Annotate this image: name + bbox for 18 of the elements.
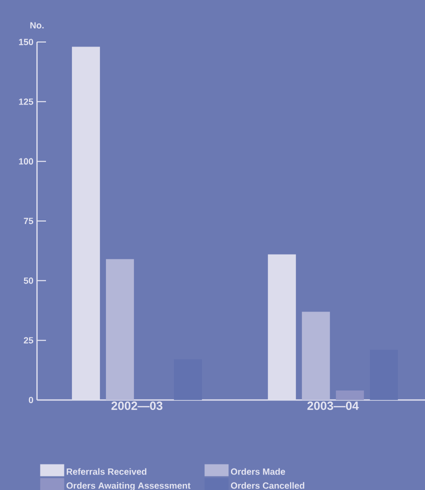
x-tick-label: 2002—03 xyxy=(111,402,162,410)
y-tick-label: 0 xyxy=(28,396,34,404)
x-tick-label: 2003—04 xyxy=(307,402,359,410)
y-tick-label: 25 xyxy=(24,337,34,344)
bar xyxy=(370,350,398,400)
y-tick-label: 125 xyxy=(19,98,34,105)
bar xyxy=(336,390,364,400)
bar xyxy=(106,259,134,400)
y-axis-title: No. xyxy=(30,22,44,28)
bar xyxy=(174,359,202,400)
bar xyxy=(302,312,330,400)
legend-label: Referrals Received xyxy=(66,468,146,475)
legend-label: Orders Cancelled xyxy=(230,482,304,489)
y-tick-label: 150 xyxy=(19,38,34,46)
y-tick-label: 50 xyxy=(24,277,34,284)
legend-label: Orders Made xyxy=(230,468,286,475)
y-tick-label: 75 xyxy=(24,218,34,224)
y-tick-label: 100 xyxy=(19,158,34,165)
